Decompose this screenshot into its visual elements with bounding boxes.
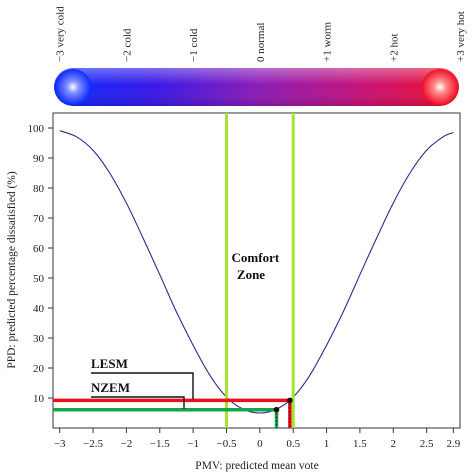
thermal-scale-bar	[54, 68, 459, 106]
lesm-point	[287, 397, 293, 404]
plot-frame	[52, 112, 461, 429]
x-tick-label: 2.9	[446, 438, 460, 450]
nzem-leader-line	[91, 396, 185, 409]
y-tick-label: 90	[33, 153, 45, 165]
ppd-curve	[59, 130, 454, 414]
y-tick-label: 50	[33, 273, 45, 285]
y-tick-label: 30	[33, 333, 45, 345]
plot-marks	[53, 113, 454, 428]
lesm-leader-line	[91, 372, 194, 400]
scale-label: 0 normal	[255, 23, 267, 62]
nzem-point	[273, 406, 280, 413]
x-tick-label: −3	[54, 438, 66, 450]
x-tick-label: 1	[324, 438, 330, 450]
lesm-label: LESM	[91, 356, 128, 371]
y-axis: 10 20 30 40 50 60 70 80 90 100	[28, 123, 53, 405]
comfort-zone-label-line1: Comfort	[232, 250, 280, 265]
y-tick-label: 40	[33, 303, 45, 315]
y-tick-label: 100	[28, 123, 45, 135]
x-tick-label: 0	[257, 438, 263, 450]
y-tick-label: 10	[33, 393, 45, 405]
scale-label: −2 cold	[121, 28, 133, 62]
x-tick-label: −1	[187, 438, 199, 450]
x-tick-label: −2.5	[83, 438, 103, 450]
scale-hot-end	[422, 69, 458, 105]
nzem-label: NZEM	[91, 380, 130, 395]
scale-labels: −3 very cold −2 cold −1 cold 0 normal +1 wor…	[55, 6, 467, 62]
y-tick-label: 70	[33, 213, 45, 225]
y-tick-label: 80	[33, 183, 45, 195]
comfort-zone-label-line2: Zone	[237, 267, 265, 282]
scale-label: +2 hot	[388, 33, 400, 62]
y-tick-label: 60	[33, 243, 45, 255]
scale-label: −1 cold	[188, 28, 200, 62]
scale-cold-end	[55, 69, 91, 105]
x-tick-label: −2	[121, 438, 133, 450]
x-axis-label: PMV: predicted mean vote	[195, 460, 318, 472]
x-tick-label: 0.5	[286, 438, 300, 450]
x-tick-label: 2.5	[420, 438, 434, 450]
scale-shine	[54, 68, 459, 106]
y-tick-label: 20	[33, 363, 45, 375]
x-axis: −3 −2.5 −2 −1.5 −1 −0.5 0 0.5 1 1.5 2 2.5 2.9	[54, 428, 461, 450]
y-axis-label: PPD: predicted percentage dissatisfied (…	[6, 171, 18, 369]
scale-label: −3 very cold	[55, 6, 67, 62]
x-tick-label: 1.5	[353, 438, 367, 450]
comfort-zone-label: Comfort Zone	[232, 250, 283, 282]
scale-label: +1 worm	[322, 21, 334, 62]
scale-label: +3 very hot	[455, 11, 467, 62]
x-tick-label: 2	[391, 438, 397, 450]
x-tick-label: −0.5	[216, 438, 236, 450]
x-tick-label: −1.5	[150, 438, 170, 450]
